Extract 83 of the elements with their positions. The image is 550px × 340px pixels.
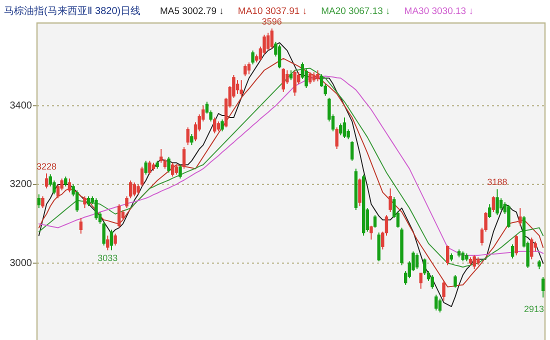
candlestick bbox=[247, 62, 251, 75]
candlestick bbox=[118, 204, 121, 228]
candlestick bbox=[282, 68, 285, 92]
candlestick bbox=[56, 184, 60, 199]
candlestick bbox=[167, 156, 170, 174]
candlestick bbox=[240, 80, 243, 96]
candlestick bbox=[244, 64, 247, 77]
candlestick bbox=[270, 28, 274, 50]
candlestick bbox=[182, 146, 186, 170]
candlestick bbox=[144, 160, 148, 176]
candlestick bbox=[178, 164, 182, 180]
candlestick bbox=[472, 254, 476, 270]
candlestick bbox=[220, 118, 224, 132]
candlestick bbox=[430, 274, 434, 290]
candlestick bbox=[293, 70, 296, 96]
candlestick bbox=[216, 120, 220, 132]
candlestick bbox=[163, 158, 167, 170]
candlestick bbox=[538, 260, 541, 270]
candlestick bbox=[542, 276, 545, 298]
candlestick bbox=[415, 252, 419, 270]
candlestick bbox=[190, 134, 194, 146]
candlestick bbox=[132, 182, 136, 197]
candlestick bbox=[106, 235, 110, 251]
candlestick bbox=[308, 72, 312, 85]
candlestick bbox=[496, 188, 499, 216]
legend: MA5 3002.79 ↓ MA10 3037.91 ↓ MA20 3067.13 ↓ MA30 3030.13 ↓ bbox=[160, 6, 474, 17]
candlestick bbox=[492, 196, 496, 213]
candlestick bbox=[289, 70, 293, 81]
candlestick bbox=[335, 126, 338, 150]
candlestick bbox=[110, 229, 114, 251]
annotation: 3228 bbox=[36, 161, 57, 172]
candlestick bbox=[94, 198, 98, 220]
candlestick bbox=[64, 176, 68, 187]
candlestick bbox=[419, 272, 422, 290]
candlestick bbox=[86, 196, 90, 207]
candlestick bbox=[128, 180, 132, 199]
annotation: 3596 bbox=[262, 16, 282, 27]
candlestick bbox=[446, 244, 450, 266]
candlestick bbox=[510, 244, 514, 259]
candlestick bbox=[236, 80, 240, 94]
candlestick bbox=[266, 32, 270, 52]
candlestick bbox=[37, 194, 40, 209]
candlestick bbox=[186, 126, 190, 146]
candlestick bbox=[44, 172, 48, 189]
candlestick bbox=[79, 217, 83, 234]
candlestick bbox=[114, 233, 117, 246]
candlestick bbox=[518, 208, 522, 226]
candlestick bbox=[41, 196, 44, 209]
candlestick bbox=[370, 225, 373, 240]
chart-title: 马棕油指(马来西亚Ⅱ 3820)日线 bbox=[4, 5, 141, 17]
candlestick bbox=[507, 204, 510, 228]
y-tick-label: 3000 bbox=[10, 258, 32, 269]
candlestick bbox=[312, 72, 316, 83]
candlestick bbox=[278, 44, 282, 69]
candlestick bbox=[174, 164, 178, 176]
candlestick bbox=[171, 162, 174, 178]
annotation: 2913 bbox=[524, 304, 544, 314]
candlestick bbox=[316, 70, 320, 82]
candlestick bbox=[461, 250, 464, 262]
candlestick bbox=[530, 237, 534, 260]
candlestick bbox=[514, 234, 518, 256]
candlestick bbox=[125, 196, 128, 209]
candlestick bbox=[339, 122, 342, 136]
candlestick bbox=[342, 117, 346, 138]
candlestick bbox=[68, 178, 72, 193]
candlestick bbox=[438, 298, 442, 313]
candlestick bbox=[499, 198, 503, 211]
candlestick bbox=[454, 274, 457, 288]
y-tick-label: 3400 bbox=[10, 100, 32, 112]
candlestick bbox=[373, 214, 377, 228]
candlestick bbox=[434, 294, 438, 311]
candlestick bbox=[358, 178, 362, 207]
candlestick bbox=[213, 117, 216, 134]
annotation: 3188 bbox=[487, 177, 508, 188]
candlestick bbox=[251, 50, 254, 65]
candlestick bbox=[488, 204, 492, 218]
candlestick bbox=[388, 188, 392, 213]
candlestick bbox=[442, 280, 446, 302]
annotation: 3033 bbox=[98, 253, 118, 264]
candlestick bbox=[148, 160, 152, 176]
y-tick-label: 3200 bbox=[10, 179, 32, 190]
candlestick bbox=[350, 140, 354, 162]
candlestick bbox=[83, 196, 86, 209]
